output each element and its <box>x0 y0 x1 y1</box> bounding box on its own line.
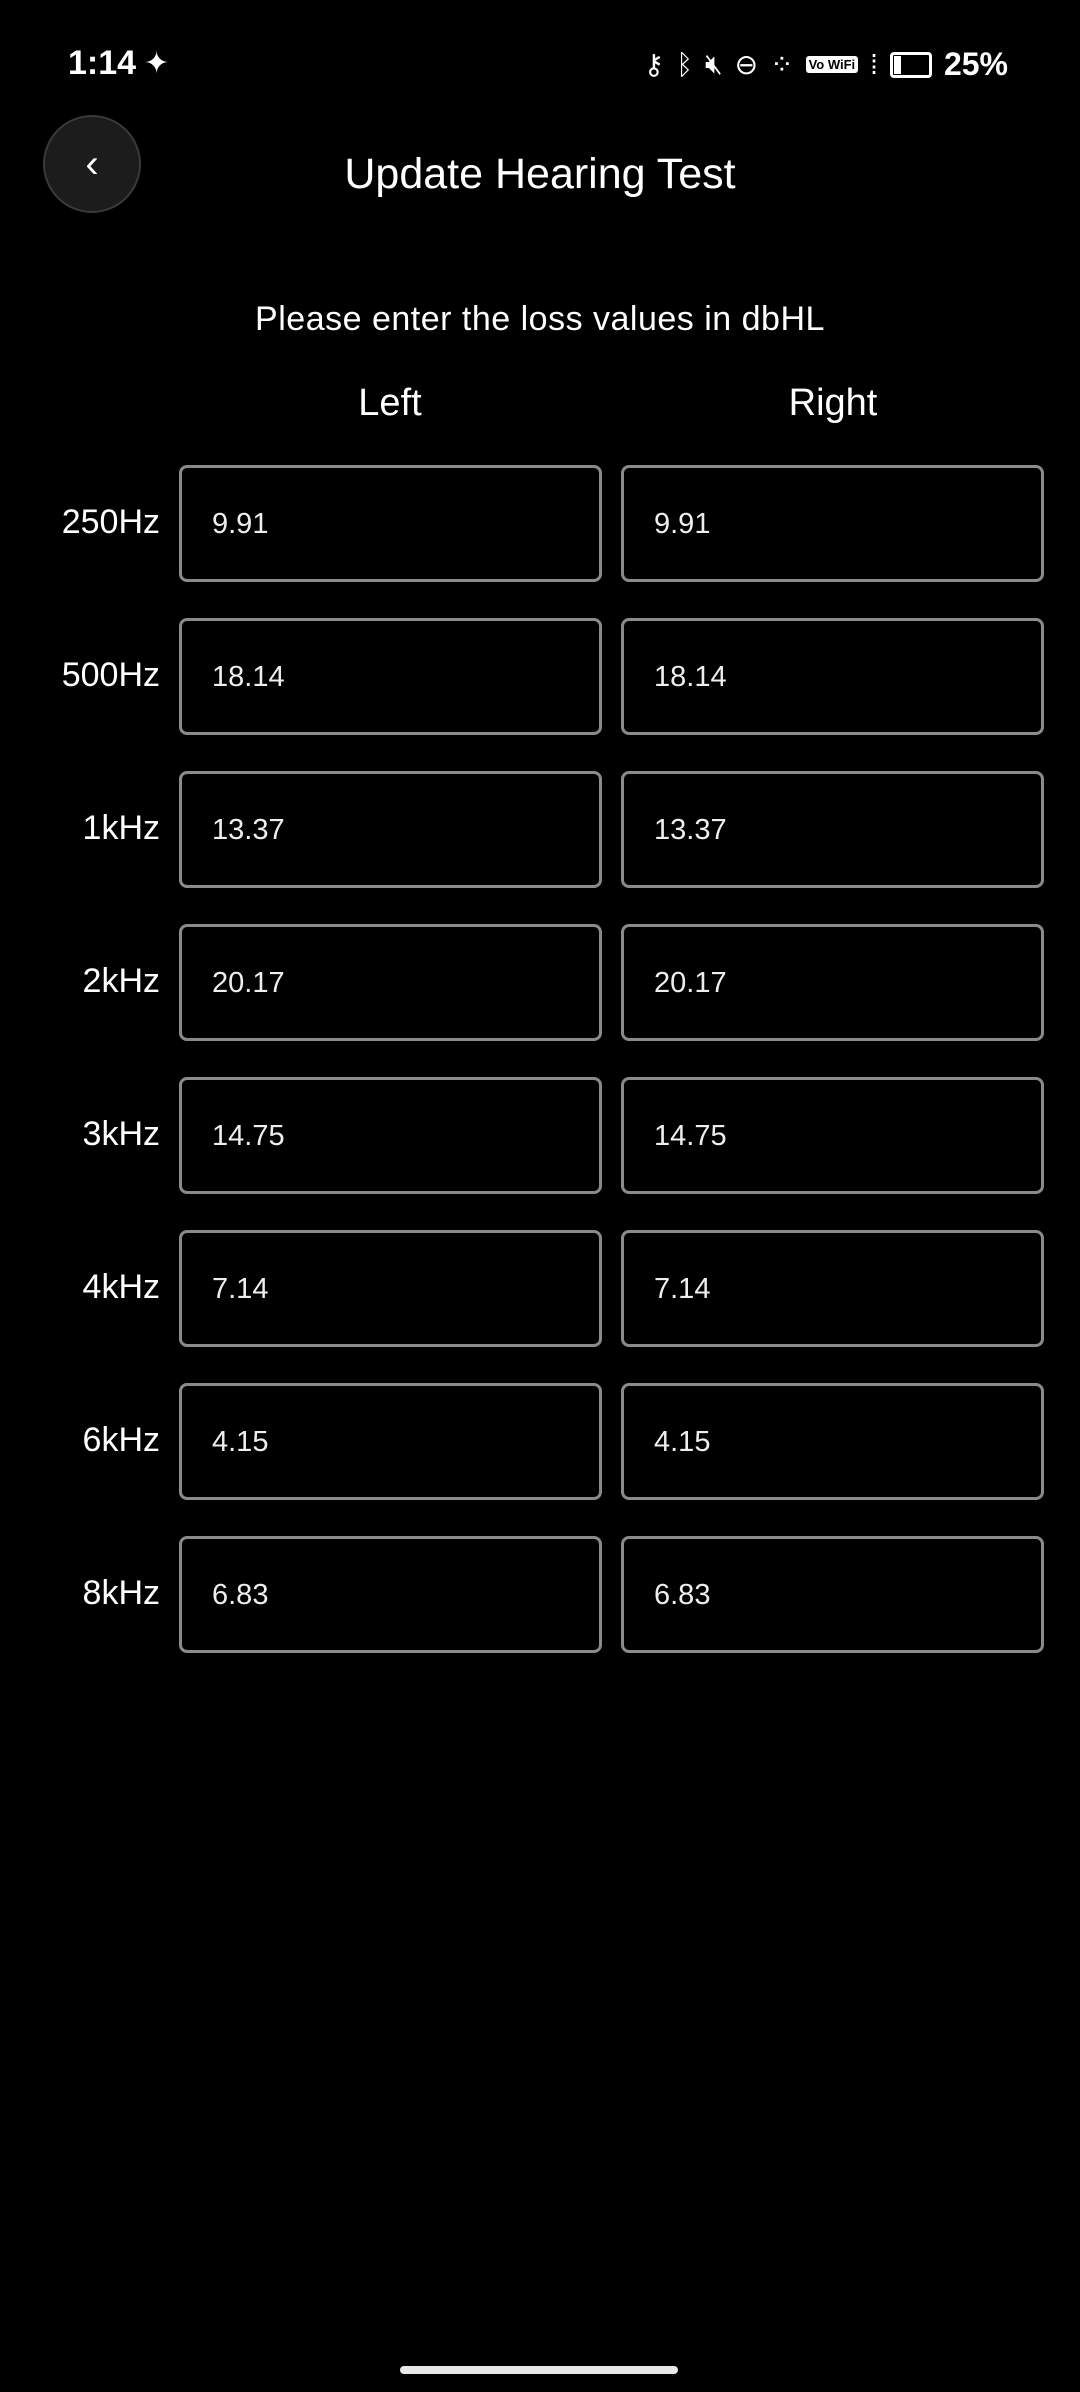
right-loss-field[interactable]: 20.17 <box>621 924 1044 1041</box>
back-button[interactable]: ‹ <box>43 115 141 213</box>
dots-icon: ⁘ <box>770 49 794 80</box>
right-loss-value[interactable]: 20.17 <box>654 967 727 999</box>
frequency-row: 6kHz 4.15 4.15 <box>0 1383 1080 1500</box>
bluetooth-icon: ᛒ <box>676 48 693 80</box>
notification-icon: ✦ <box>144 47 170 80</box>
left-loss-field[interactable]: 20.17 <box>179 924 602 1041</box>
status-bar: 1:14 ✦ ⚷ ᛒ 🔇︎ ⊖ ⁘ Vo WiFi ⁞ 25% <box>0 40 1080 90</box>
right-loss-field[interactable]: 13.37 <box>621 771 1044 888</box>
frequency-row: 3kHz 14.75 14.75 <box>0 1077 1080 1194</box>
page-title: Update Hearing Test <box>344 150 736 198</box>
left-loss-value[interactable]: 13.37 <box>212 814 285 846</box>
frequency-label: 250Hz <box>61 503 160 541</box>
left-loss-field[interactable]: 7.14 <box>179 1230 602 1347</box>
right-loss-field[interactable]: 7.14 <box>621 1230 1044 1347</box>
chevron-left-icon: ‹ <box>85 141 99 186</box>
battery-percent: 25% <box>943 46 1008 82</box>
instruction-text: Please enter the loss values in dbHL <box>255 300 825 338</box>
frequency-label: 1kHz <box>82 809 160 847</box>
frequency-row: 4kHz 7.14 7.14 <box>0 1230 1080 1347</box>
signal-icon: ⁞ <box>870 48 878 80</box>
right-loss-field[interactable]: 6.83 <box>621 1536 1044 1653</box>
right-loss-value[interactable]: 13.37 <box>654 814 727 846</box>
right-loss-field[interactable]: 14.75 <box>621 1077 1044 1194</box>
frequency-row: 250Hz 9.91 9.91 <box>0 465 1080 582</box>
right-loss-field[interactable]: 4.15 <box>621 1383 1044 1500</box>
right-loss-field[interactable]: 18.14 <box>621 618 1044 735</box>
frequency-row: 2kHz 20.17 20.17 <box>0 924 1080 1041</box>
left-loss-field[interactable]: 13.37 <box>179 771 602 888</box>
right-loss-value[interactable]: 9.91 <box>654 508 711 540</box>
left-loss-field[interactable]: 4.15 <box>179 1383 602 1500</box>
right-loss-value[interactable]: 18.14 <box>654 661 727 693</box>
right-column-header: Right <box>788 382 878 424</box>
right-loss-value[interactable]: 4.15 <box>654 1426 711 1458</box>
frequency-row: 8kHz 6.83 6.83 <box>0 1536 1080 1653</box>
frequency-row: 500Hz 18.14 18.14 <box>0 618 1080 735</box>
right-loss-value[interactable]: 6.83 <box>654 1579 711 1611</box>
frequency-label: 2kHz <box>82 962 160 1000</box>
right-loss-value[interactable]: 14.75 <box>654 1120 727 1152</box>
frequency-row: 1kHz 13.37 13.37 <box>0 771 1080 888</box>
frequency-label: 4kHz <box>82 1268 160 1306</box>
battery-icon <box>889 51 932 78</box>
left-loss-value[interactable]: 18.14 <box>212 661 285 693</box>
frequency-label: 8kHz <box>82 1574 160 1612</box>
right-loss-field[interactable]: 9.91 <box>621 465 1044 582</box>
left-loss-field[interactable]: 14.75 <box>179 1077 602 1194</box>
home-indicator[interactable] <box>400 2366 678 2374</box>
frequency-label: 500Hz <box>61 656 160 694</box>
dnd-icon: ⊖ <box>734 49 759 80</box>
frequency-label: 3kHz <box>82 1115 160 1153</box>
left-loss-value[interactable]: 6.83 <box>212 1579 269 1611</box>
left-loss-value[interactable]: 7.14 <box>212 1273 269 1305</box>
status-icons: ⚷ ᛒ 🔇︎ ⊖ ⁘ Vo WiFi ⁞ 25% <box>644 46 1008 83</box>
left-loss-value[interactable]: 20.17 <box>212 967 285 999</box>
mute-icon: 🔇︎ <box>705 48 723 79</box>
left-loss-field[interactable]: 6.83 <box>179 1536 602 1653</box>
right-loss-value[interactable]: 7.14 <box>654 1273 711 1305</box>
left-loss-field[interactable]: 18.14 <box>179 618 602 735</box>
status-time: 1:14 <box>68 44 137 82</box>
left-loss-value[interactable]: 9.91 <box>212 508 269 540</box>
left-loss-field[interactable]: 9.91 <box>179 465 602 582</box>
left-column-header: Left <box>358 382 422 424</box>
left-loss-value[interactable]: 14.75 <box>212 1120 285 1152</box>
vpn-key-icon: ⚷ <box>643 49 665 80</box>
frequency-label: 6kHz <box>82 1421 160 1459</box>
left-loss-value[interactable]: 4.15 <box>212 1426 269 1458</box>
vowifi-icon: Vo WiFi <box>805 56 859 73</box>
